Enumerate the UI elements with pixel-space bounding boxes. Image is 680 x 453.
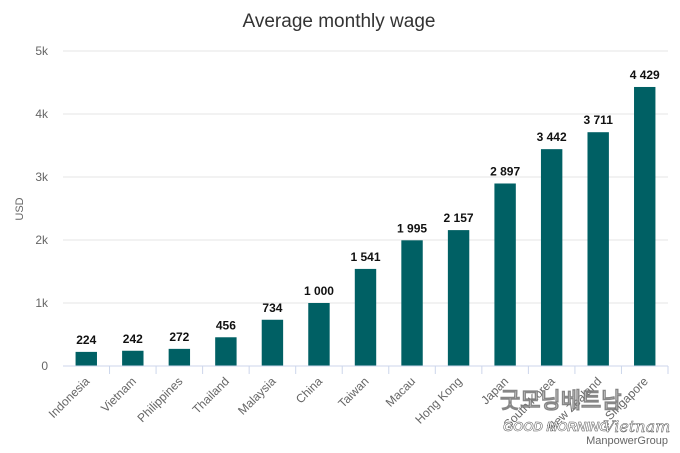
watermark: 굿모닝베트남 GOOD MORNING Vietnam bbox=[500, 389, 671, 437]
data-label: 242 bbox=[123, 332, 143, 346]
bar bbox=[494, 183, 516, 366]
x-tick-label: Vietnam bbox=[98, 374, 139, 415]
x-tick-label: Thailand bbox=[190, 374, 232, 416]
data-label: 734 bbox=[262, 301, 282, 315]
data-label: 4 429 bbox=[630, 68, 660, 82]
data-label: 1 541 bbox=[350, 250, 380, 264]
chart-credit: ManpowerGroup bbox=[586, 435, 668, 447]
bar bbox=[401, 240, 423, 366]
bar bbox=[540, 149, 563, 366]
y-tick-label: 2k bbox=[35, 233, 49, 247]
data-label: 3 711 bbox=[584, 113, 614, 127]
x-tick-label: Indonesia bbox=[46, 374, 93, 421]
bar bbox=[587, 132, 609, 366]
watermark-english: GOOD MORNING bbox=[503, 419, 609, 434]
y-axis-label: USD bbox=[14, 197, 26, 220]
x-tick-label: Taiwan bbox=[335, 374, 371, 410]
x-tick-label: Hong Kong bbox=[412, 374, 464, 426]
data-label: 2 897 bbox=[490, 164, 520, 178]
y-tick-label: 5k bbox=[35, 44, 49, 58]
chart-title: Average monthly wage bbox=[243, 11, 436, 32]
x-tick-label: Malaysia bbox=[235, 374, 279, 418]
x-tick-label: Macau bbox=[383, 374, 418, 409]
data-label: 1 000 bbox=[304, 284, 334, 298]
watermark-korean: 굿모닝베트남 bbox=[500, 389, 621, 414]
y-tick-label: 0 bbox=[41, 359, 48, 373]
data-label: 3 442 bbox=[537, 130, 567, 144]
y-axis-ticks: 0 1k 2k 3k 4k 5k bbox=[35, 44, 49, 373]
bar bbox=[75, 351, 97, 366]
data-label: 272 bbox=[169, 330, 189, 344]
bars bbox=[75, 86, 656, 367]
bar bbox=[634, 86, 656, 367]
bar bbox=[308, 303, 330, 366]
x-tick-label: Philippines bbox=[135, 374, 186, 425]
bar bbox=[447, 230, 470, 366]
data-label: 224 bbox=[76, 333, 96, 347]
y-tick-label: 1k bbox=[35, 296, 49, 310]
watermark-script: Vietnam bbox=[603, 417, 670, 436]
gridlines bbox=[63, 50, 668, 304]
bar bbox=[354, 268, 377, 366]
data-label: 1 995 bbox=[397, 221, 427, 235]
data-label: 2 157 bbox=[444, 211, 474, 225]
x-tick-label: China bbox=[293, 374, 325, 406]
y-tick-label: 4k bbox=[35, 107, 49, 121]
bar bbox=[122, 350, 144, 366]
data-label: 456 bbox=[216, 318, 236, 332]
bar bbox=[168, 348, 191, 366]
bar bbox=[215, 337, 237, 366]
bar bbox=[261, 319, 284, 366]
y-tick-label: 3k bbox=[35, 170, 49, 184]
data-labels: 224 242 272 456 734 1 000 1 541 1 995 2 157 2 897… bbox=[76, 68, 660, 347]
